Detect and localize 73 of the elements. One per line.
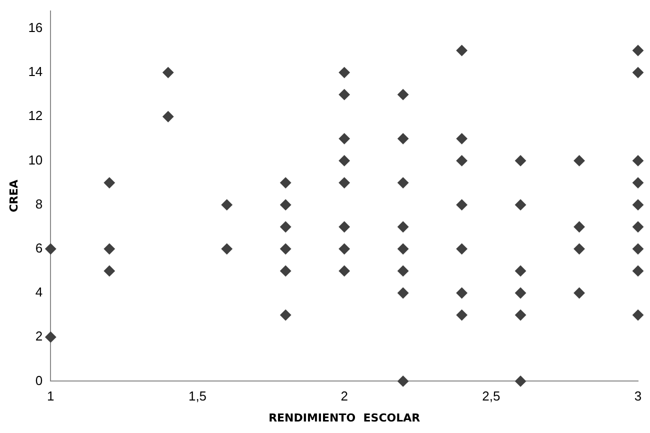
point [456, 243, 468, 254]
point [632, 221, 644, 232]
point [280, 243, 292, 254]
point [45, 243, 56, 254]
point [338, 133, 350, 144]
point [104, 243, 115, 254]
point [632, 199, 644, 210]
x-tick-label: 3 [634, 388, 642, 404]
y-tick-label: 0 [35, 372, 43, 388]
point [398, 133, 409, 144]
point [280, 310, 292, 321]
y-axis-title: CREA [7, 179, 20, 212]
point [398, 89, 409, 100]
point [338, 221, 350, 232]
y-tick-label: 12 [28, 108, 43, 124]
y-tick-label: 4 [35, 284, 43, 300]
point [338, 67, 350, 78]
point [398, 221, 409, 232]
point [456, 199, 468, 210]
point [398, 243, 409, 254]
point [104, 265, 115, 276]
point [456, 288, 468, 299]
point [632, 155, 644, 166]
point [280, 199, 292, 210]
point [515, 310, 526, 321]
point [221, 243, 232, 254]
y-tick-label: 2 [35, 328, 43, 344]
point [574, 288, 585, 299]
point [632, 177, 644, 188]
point [280, 265, 292, 276]
point [338, 177, 350, 188]
point [280, 221, 292, 232]
point [104, 177, 115, 188]
point [632, 265, 644, 276]
point [162, 111, 174, 122]
point [515, 265, 526, 276]
point [456, 44, 468, 56]
point [632, 310, 644, 321]
point [338, 89, 350, 100]
point [515, 376, 526, 387]
y-tick-label: 16 [28, 20, 43, 36]
y-tick-label: 8 [35, 196, 43, 212]
y-tick-label: 6 [35, 240, 43, 256]
point [398, 177, 409, 188]
point [632, 67, 644, 78]
point [162, 67, 174, 78]
x-tick-label: 1 [47, 388, 54, 404]
point [574, 221, 585, 232]
point [280, 177, 292, 188]
point [398, 265, 409, 276]
point [574, 155, 585, 166]
point [398, 376, 409, 387]
point [398, 288, 409, 299]
point [221, 199, 232, 210]
point [632, 243, 644, 254]
point [338, 243, 350, 254]
point [338, 265, 350, 276]
point [456, 155, 468, 166]
x-axis-title: RENDIMIENTO ESCOLAR [268, 411, 421, 424]
point [515, 288, 526, 299]
point [515, 199, 526, 210]
y-tick-label: 10 [28, 152, 43, 168]
point [515, 155, 526, 166]
point [456, 133, 468, 144]
x-tick-label: 2 [340, 388, 348, 404]
x-tick-label: 1,5 [188, 388, 207, 404]
y-tick-label: 14 [28, 64, 43, 80]
point [632, 44, 644, 56]
point [45, 332, 56, 343]
point [456, 310, 468, 321]
point [338, 155, 350, 166]
x-tick-label: 2,5 [482, 388, 500, 404]
point [574, 243, 585, 254]
